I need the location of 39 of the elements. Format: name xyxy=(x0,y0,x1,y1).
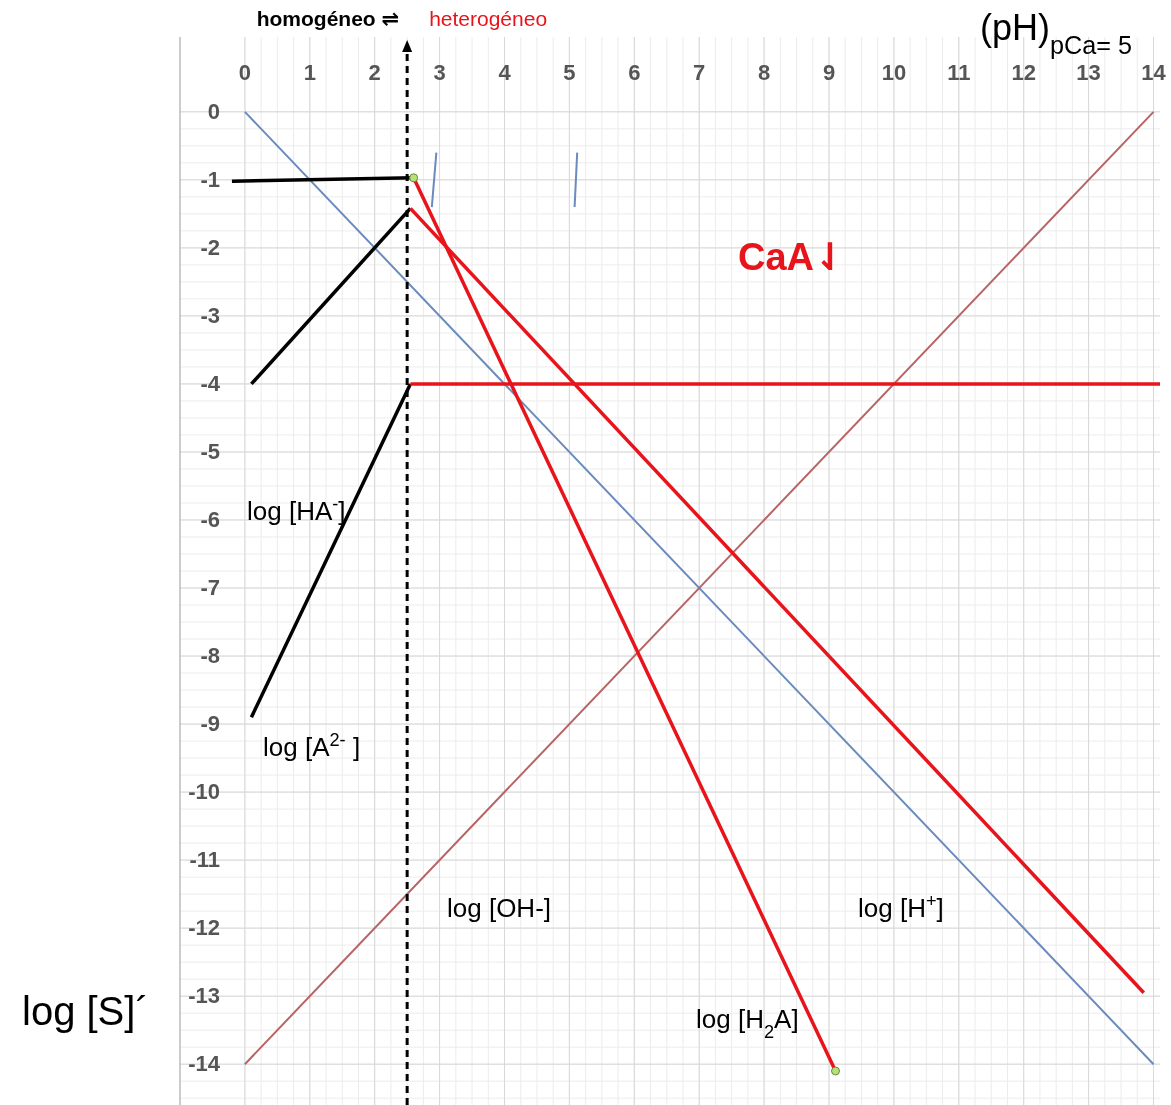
annotation: log [OH-] xyxy=(447,893,552,923)
y-tick-label: -3 xyxy=(200,302,220,328)
y-tick-label: -10 xyxy=(188,779,220,805)
y-tick-label: -4 xyxy=(200,370,221,396)
y-tick-label: -14 xyxy=(188,1051,221,1077)
x-tick-label: 0 xyxy=(238,60,252,85)
y-tick-label: -6 xyxy=(200,506,220,532)
x-tick-label: 8 xyxy=(757,60,771,85)
x-tick-label: 11 xyxy=(947,60,971,85)
y-tick-label: -12 xyxy=(188,915,220,941)
x-tick-label: 13 xyxy=(1076,60,1101,85)
x-tick-label: 10 xyxy=(881,60,907,85)
text: heterogéneo xyxy=(429,7,548,30)
x-tick-label: 3 xyxy=(433,60,446,85)
annotation: CaA⇃ xyxy=(738,236,846,278)
y-tick-label: -9 xyxy=(200,711,220,737)
x-tick-label: 6 xyxy=(628,60,641,85)
y-tick-label: -2 xyxy=(200,234,220,260)
y-axis-title: log [S]´ xyxy=(22,989,149,1033)
x-tick-label: 9 xyxy=(822,60,836,85)
x-tick-label: 4 xyxy=(498,60,512,85)
annotation: log [H$_{2}$A] xyxy=(696,1004,799,1042)
y-tick-label: 0 xyxy=(207,98,220,124)
y-tick-label: -7 xyxy=(200,575,220,601)
x-tick-label: 2 xyxy=(368,60,381,85)
x-tick-label: 5 xyxy=(563,60,576,85)
annotation: log [A$^{2-}$ ] xyxy=(263,730,361,762)
annotation: log [H$^{+}$] xyxy=(858,891,944,923)
x-tick-label: 1 xyxy=(303,60,316,85)
y-tick-label: -8 xyxy=(200,643,220,669)
y-tick-label: -1 xyxy=(200,166,220,192)
y-tick-label: -13 xyxy=(188,983,220,1009)
x-tick-label: 7 xyxy=(693,60,706,85)
y-tick-label: -5 xyxy=(200,438,220,464)
x-axis-title: (pH)$_{pCa= 5}$ xyxy=(980,7,1132,59)
x-tick-label: 14 xyxy=(1141,60,1167,85)
y-tick-label: -11 xyxy=(189,847,220,873)
x-tick-label: 12 xyxy=(1011,60,1036,85)
text: homogéneo ⇌ xyxy=(256,7,400,30)
